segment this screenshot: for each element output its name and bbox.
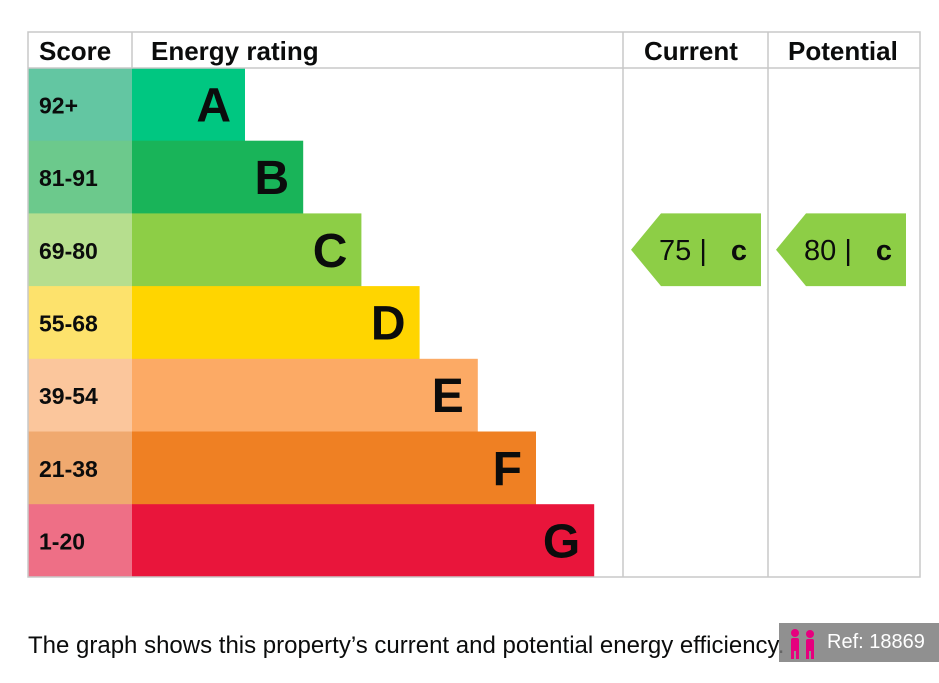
caption: The graph shows this property’s current … [28,632,785,659]
band-letter: G [543,516,580,569]
band-letter: B [255,152,290,205]
score-label: 69-80 [39,238,98,264]
current-rating-arrow: 75 | c [631,213,761,287]
bands-layer: 92+ A 81-91 B 69-80 C 55-68 D 39-54 E 21-38 F 1-20 G [28,68,595,578]
header-energy-rating: Energy rating [151,36,319,66]
rating-bar-e [132,358,478,432]
rating-bar-g [132,504,595,578]
current-rating-arrow-value: 75 | [659,235,707,267]
potential-rating-arrow: 80 | c [776,213,906,287]
band-row-d: 55-68 D [28,286,420,360]
band-letter: D [371,297,406,350]
potential-rating-arrow-value: 80 | [804,235,852,267]
score-label: 55-68 [39,310,98,336]
current-rating-arrow-band: c [731,235,747,267]
band-row-e: 39-54 E [28,358,478,432]
score-cell [28,504,132,578]
score-cell [28,358,132,432]
rating-bar-c [132,213,362,287]
score-label: 1-20 [39,529,85,555]
score-label: 81-91 [39,165,98,191]
score-label: 21-38 [39,456,98,482]
epc-chart: Score Energy rating Current Potential 92… [27,31,921,578]
current-rating-arrow-shape [631,213,761,287]
chart-border [27,31,921,578]
reference-badge: Ref: 18869 [779,623,939,662]
reference-label: Ref: 18869 [827,631,925,653]
score-cell [28,431,132,505]
score-cell [28,213,132,287]
band-letter: E [432,370,464,423]
rating-bar-d [132,286,420,360]
rating-arrows: 75 | c 80 | c [631,213,906,287]
band-letter: F [493,443,522,496]
header-potential: Potential [788,36,898,66]
score-cell [28,68,132,142]
score-cell [28,286,132,360]
band-row-g: 1-20 G [28,504,595,578]
header-current: Current [644,36,738,66]
rating-bar-a [132,68,245,142]
band-row-a: 92+ A [28,68,245,142]
rating-bar-f [132,431,536,505]
band-letter: C [313,225,348,278]
band-row-c: 69-80 C [28,213,362,287]
band-row-f: 21-38 F [28,431,536,505]
score-label: 39-54 [39,383,98,409]
band-letter: A [196,79,231,132]
header-score: Score [39,36,111,66]
band-row-b: 81-91 B [28,140,304,214]
grid-lines [27,31,921,578]
score-cell [28,140,132,214]
potential-rating-arrow-shape [776,213,906,287]
people-icon [791,628,814,659]
potential-rating-arrow-band: c [876,235,892,267]
rating-bar-b [132,140,304,214]
score-label: 92+ [39,92,78,118]
